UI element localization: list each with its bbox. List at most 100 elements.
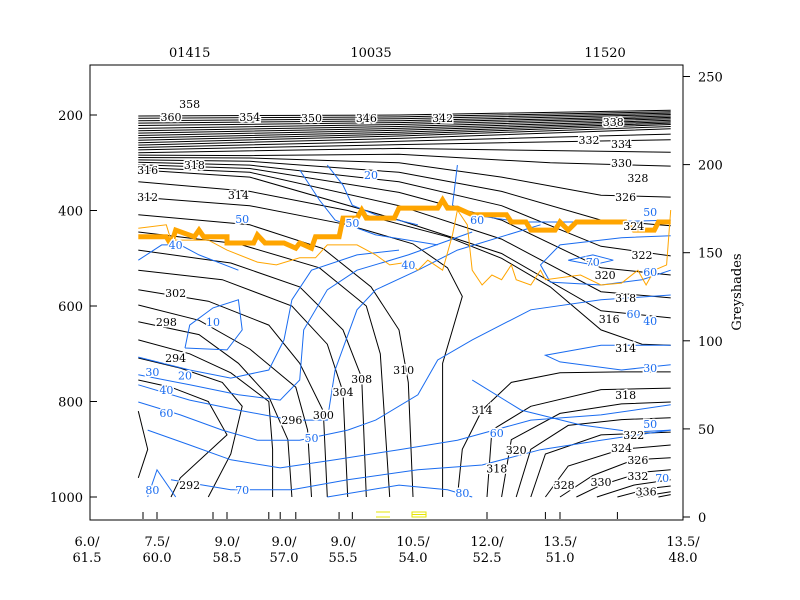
wind-contour-line xyxy=(543,344,671,371)
theta-contours xyxy=(137,109,671,498)
x-tick-label-lon: 6.0/ xyxy=(74,535,100,550)
theta-label: 314 xyxy=(228,189,249,202)
theta-contour-line xyxy=(576,469,671,498)
wind-label: 40 xyxy=(159,384,173,397)
x-tick-label-lon: 13.5/ xyxy=(666,535,700,550)
theta-contour-line xyxy=(617,485,671,498)
y-right-tick-label: 200 xyxy=(698,159,723,174)
theta-contour-line xyxy=(138,169,671,319)
wind-label: 70 xyxy=(586,256,600,269)
y-right-tick-label: 50 xyxy=(698,423,715,438)
wind-label: 50 xyxy=(643,418,657,431)
theta-label: 320 xyxy=(595,269,616,282)
theta-contour-line xyxy=(138,118,671,132)
theta-contour-line xyxy=(138,111,671,119)
wind-label: 70 xyxy=(235,484,249,497)
theta-label: 332 xyxy=(627,470,648,483)
theta-label: 304 xyxy=(333,386,354,399)
x-tick-label-lon: 9.0/ xyxy=(214,535,240,550)
y-left-tick-label: 600 xyxy=(58,300,83,315)
theta-contour-line xyxy=(456,371,671,498)
theta-label: 312 xyxy=(137,191,158,204)
wind-label: 70 xyxy=(655,472,669,485)
wind-label: 20 xyxy=(178,370,192,383)
theta-label: 324 xyxy=(611,442,632,455)
theta-label: 326 xyxy=(627,454,648,467)
x-tick-label-lat: 52.5 xyxy=(473,551,502,566)
wind-contour-line xyxy=(138,224,541,421)
theta-label: 328 xyxy=(627,172,648,185)
theta-label: 332 xyxy=(579,134,600,147)
top-station-label: 01415 xyxy=(169,46,210,61)
wind-label: 20 xyxy=(364,169,378,182)
theta-label: 302 xyxy=(165,287,186,300)
wind-contour-line xyxy=(138,244,239,271)
theta-contour-line xyxy=(138,321,293,498)
x-tick-label-lat: 55.5 xyxy=(329,551,358,566)
axes: 200 400 600 800 1000 0 50 100 150 200 250 01415 1003… xyxy=(50,46,723,566)
theta-label: 318 xyxy=(486,462,507,475)
wind-label: 40 xyxy=(643,315,657,328)
wind-contour-line xyxy=(138,231,473,401)
top-station-label: 11520 xyxy=(584,46,625,61)
yellow-marker xyxy=(411,511,427,518)
wind-label: 40 xyxy=(401,259,415,272)
theta-contour-line xyxy=(138,357,243,498)
theta-label: 328 xyxy=(554,479,575,492)
x-tick-label-lat: 54.0 xyxy=(399,551,428,566)
theta-label: 316 xyxy=(599,313,620,326)
wind-contour-line xyxy=(138,294,671,441)
theta-contour-line xyxy=(138,269,349,498)
theta-label: 346 xyxy=(356,112,377,125)
y-left-tick-label: 800 xyxy=(58,396,83,411)
theta-label: 300 xyxy=(313,409,334,422)
x-tick-label-lat: 60.0 xyxy=(143,551,172,566)
theta-contour-line xyxy=(138,304,312,498)
theta-label: 334 xyxy=(611,138,632,151)
y-left-tick-label: 1000 xyxy=(50,491,83,506)
theta-contour-line xyxy=(138,153,671,167)
theta-contour-line xyxy=(138,214,414,498)
theta-contour-line xyxy=(486,387,671,498)
wind-contour-line xyxy=(539,235,671,286)
theta-label: 354 xyxy=(239,111,260,124)
wind-label: 60 xyxy=(627,308,641,321)
x-tick-label-lat: 57.0 xyxy=(270,551,299,566)
theta-contour-line xyxy=(515,417,671,498)
wind-label: 60 xyxy=(470,214,484,227)
wind-label: 30 xyxy=(643,362,657,375)
wind-contour-line xyxy=(138,249,400,379)
theta-contour-line xyxy=(596,479,671,498)
theta-label: 326 xyxy=(615,191,636,204)
theta-contour-line xyxy=(138,126,671,144)
y-right-tick-label: 150 xyxy=(698,247,723,262)
theta-label: 308 xyxy=(351,373,372,386)
theta-contour-line xyxy=(138,339,274,497)
theta-contour-line xyxy=(138,167,671,299)
wind-label: 80 xyxy=(455,487,469,500)
theta-contour-line xyxy=(137,410,149,479)
theta-label: 296 xyxy=(281,414,302,427)
theta-label: 358 xyxy=(179,98,200,111)
wind-contour-line xyxy=(147,468,177,498)
theta-label: 322 xyxy=(623,429,644,442)
theta-contour-line xyxy=(559,457,671,498)
theta-label: 294 xyxy=(165,352,186,365)
y-left-tick-label: 400 xyxy=(58,205,83,220)
orange-thick-line xyxy=(138,195,671,252)
theta-contour-line xyxy=(138,119,671,134)
theta-label: 310 xyxy=(393,364,414,377)
theta-contour-line xyxy=(138,116,671,129)
y-right-tick-label: 100 xyxy=(698,335,723,350)
x-tick-label-lat: 51.0 xyxy=(546,551,575,566)
theta-contour-line xyxy=(138,147,671,154)
theta-contour-line xyxy=(138,121,671,136)
theta-label: 324 xyxy=(623,220,644,233)
wind-contours xyxy=(138,164,671,498)
theta-contour-line xyxy=(138,289,328,498)
x-tick-label-lon: 9.0/ xyxy=(271,535,297,550)
theta-label: 314 xyxy=(615,342,636,355)
theta-contour-line xyxy=(501,401,671,498)
